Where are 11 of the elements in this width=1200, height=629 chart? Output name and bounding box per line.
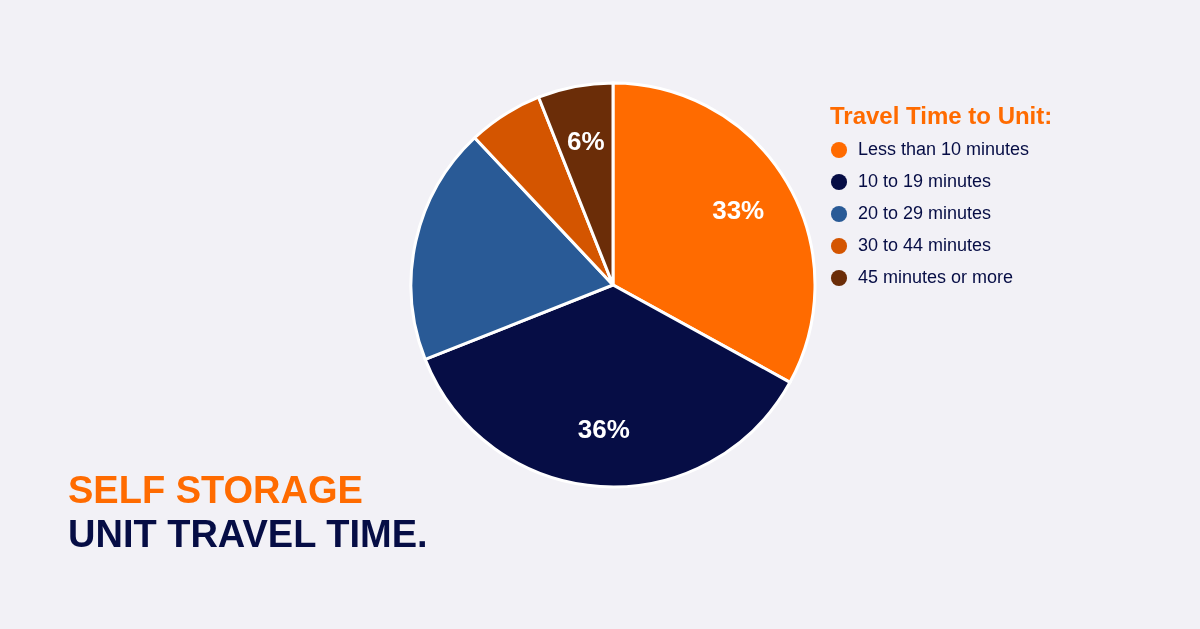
- data-label: 36%: [577, 414, 630, 445]
- legend-label: Less than 10 minutes: [858, 139, 1030, 159]
- legend-label: 20 to 29 minutes: [858, 203, 992, 223]
- data-label: 6%: [566, 126, 605, 157]
- data-label: 33%: [712, 194, 765, 225]
- legend-label: 45 minutes or more: [858, 267, 1014, 287]
- legend-title: Travel Time to Unit:: [830, 102, 1053, 129]
- text: SELF STORAGE: [68, 469, 363, 511]
- legend-label: 10 to 19 minutes: [858, 171, 992, 191]
- text: UNIT TRAVEL TIME.: [68, 513, 428, 555]
- legend-label: 30 to 44 minutes: [858, 235, 992, 255]
